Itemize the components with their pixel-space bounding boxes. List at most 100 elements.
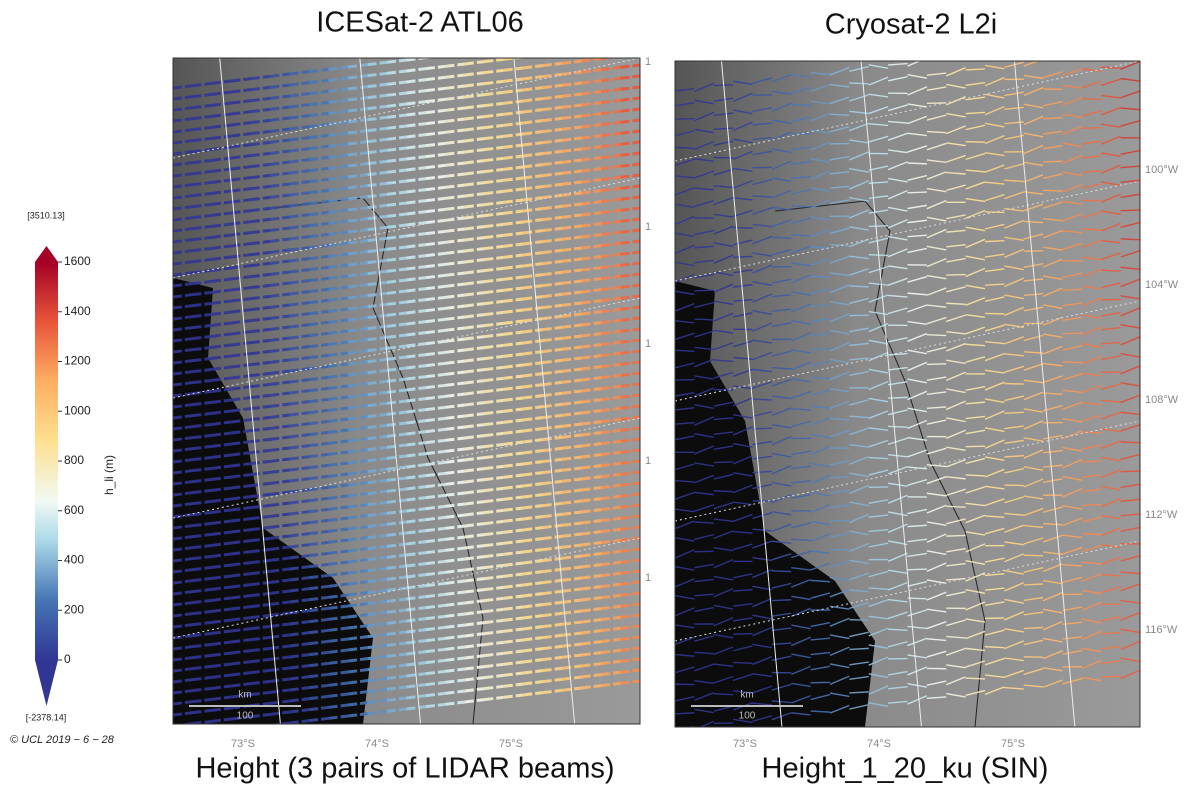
track (1004, 384, 1023, 385)
track (621, 43, 640, 45)
track (212, 730, 231, 732)
track (888, 426, 907, 427)
lon-label: 1 (645, 56, 651, 68)
colorbar: [3510.13] [-2378.14] h_li (m) 0200400600… (26, 210, 116, 722)
track (772, 600, 791, 601)
colorbar-tick-label: 1600 (64, 254, 91, 268)
track (675, 119, 694, 120)
track (1063, 57, 1082, 59)
colorbar-scale (35, 262, 58, 660)
track (946, 56, 965, 60)
lon-label: 100°W (1145, 164, 1179, 176)
track (927, 364, 946, 365)
track (1082, 99, 1101, 100)
track (908, 192, 927, 193)
track (504, 46, 523, 48)
lon-label: 112°W (1145, 509, 1178, 521)
lon-label: 116°W (1145, 624, 1178, 636)
colorbar-label: h_li (m) (102, 455, 116, 495)
colorbar-tick-label: 1400 (64, 304, 91, 318)
track (675, 147, 694, 148)
scale-unit: km (740, 690, 753, 701)
track (966, 69, 985, 70)
track (1121, 49, 1140, 52)
track (1121, 471, 1140, 472)
track (733, 662, 752, 663)
track (772, 571, 791, 572)
track (1024, 555, 1043, 556)
track (694, 319, 713, 320)
track (484, 48, 503, 50)
panel-title: Cryosat-2 L2i (825, 9, 997, 41)
track (543, 41, 562, 43)
track (927, 59, 946, 61)
track (582, 37, 601, 39)
colorbar-min: [-2378.14] (26, 712, 67, 722)
track (985, 241, 1004, 242)
track (173, 735, 192, 737)
scale-length: 100 (237, 711, 254, 722)
track (946, 535, 965, 536)
track (1121, 442, 1140, 443)
track (192, 732, 211, 734)
lon-label: 1 (645, 338, 651, 350)
track (582, 48, 601, 50)
track (1101, 299, 1120, 300)
track (1043, 161, 1062, 162)
track (523, 55, 542, 57)
track (601, 45, 620, 47)
track (869, 226, 888, 227)
track (908, 569, 927, 570)
track (562, 39, 581, 41)
track (753, 428, 772, 429)
track (694, 290, 713, 291)
track (985, 49, 1004, 57)
lat-label: 74°S (365, 738, 389, 750)
colorbar-extend (35, 246, 58, 262)
track (562, 50, 581, 52)
track (811, 276, 830, 277)
track (791, 206, 810, 207)
track (1101, 51, 1120, 56)
track (1004, 412, 1023, 413)
lon-label: 1 (645, 221, 651, 233)
track (849, 620, 868, 621)
panel-caption: Height_1_20_ku (SIN) (762, 753, 1049, 785)
track (251, 725, 270, 727)
track (908, 598, 927, 599)
track (621, 54, 640, 56)
track (1101, 270, 1120, 271)
track (1101, 676, 1120, 677)
lon-label: 104°W (1145, 279, 1179, 291)
track (1043, 42, 1062, 49)
track (714, 462, 733, 463)
track (1082, 128, 1101, 129)
scale-length: 100 (739, 711, 756, 722)
copyright: © UCL 2019 − 6 − 28 (10, 734, 115, 746)
colorbar-tick-label: 800 (64, 453, 84, 467)
track (1024, 584, 1043, 585)
lat-label: 75°S (499, 738, 523, 750)
track (966, 678, 985, 679)
track (927, 335, 946, 336)
track (946, 506, 965, 507)
track (811, 378, 830, 379)
track (908, 163, 927, 164)
track (1004, 50, 1023, 51)
panel-title: ICESat-2 ATL06 (316, 7, 523, 39)
track (1121, 210, 1140, 211)
track (830, 549, 849, 550)
figure: ICESat-2 ATL06 Cryosat-2 L2i Height (3 p… (0, 0, 1193, 792)
track (849, 83, 868, 84)
track (231, 728, 250, 730)
map-left (173, 32, 640, 737)
track (1121, 32, 1140, 40)
track (601, 34, 620, 36)
track (523, 44, 542, 46)
colorbar-tick-label: 0 (64, 652, 71, 666)
track (1063, 333, 1082, 334)
track (733, 227, 752, 228)
track (1082, 39, 1101, 42)
track (1024, 47, 1043, 49)
track (753, 399, 772, 400)
